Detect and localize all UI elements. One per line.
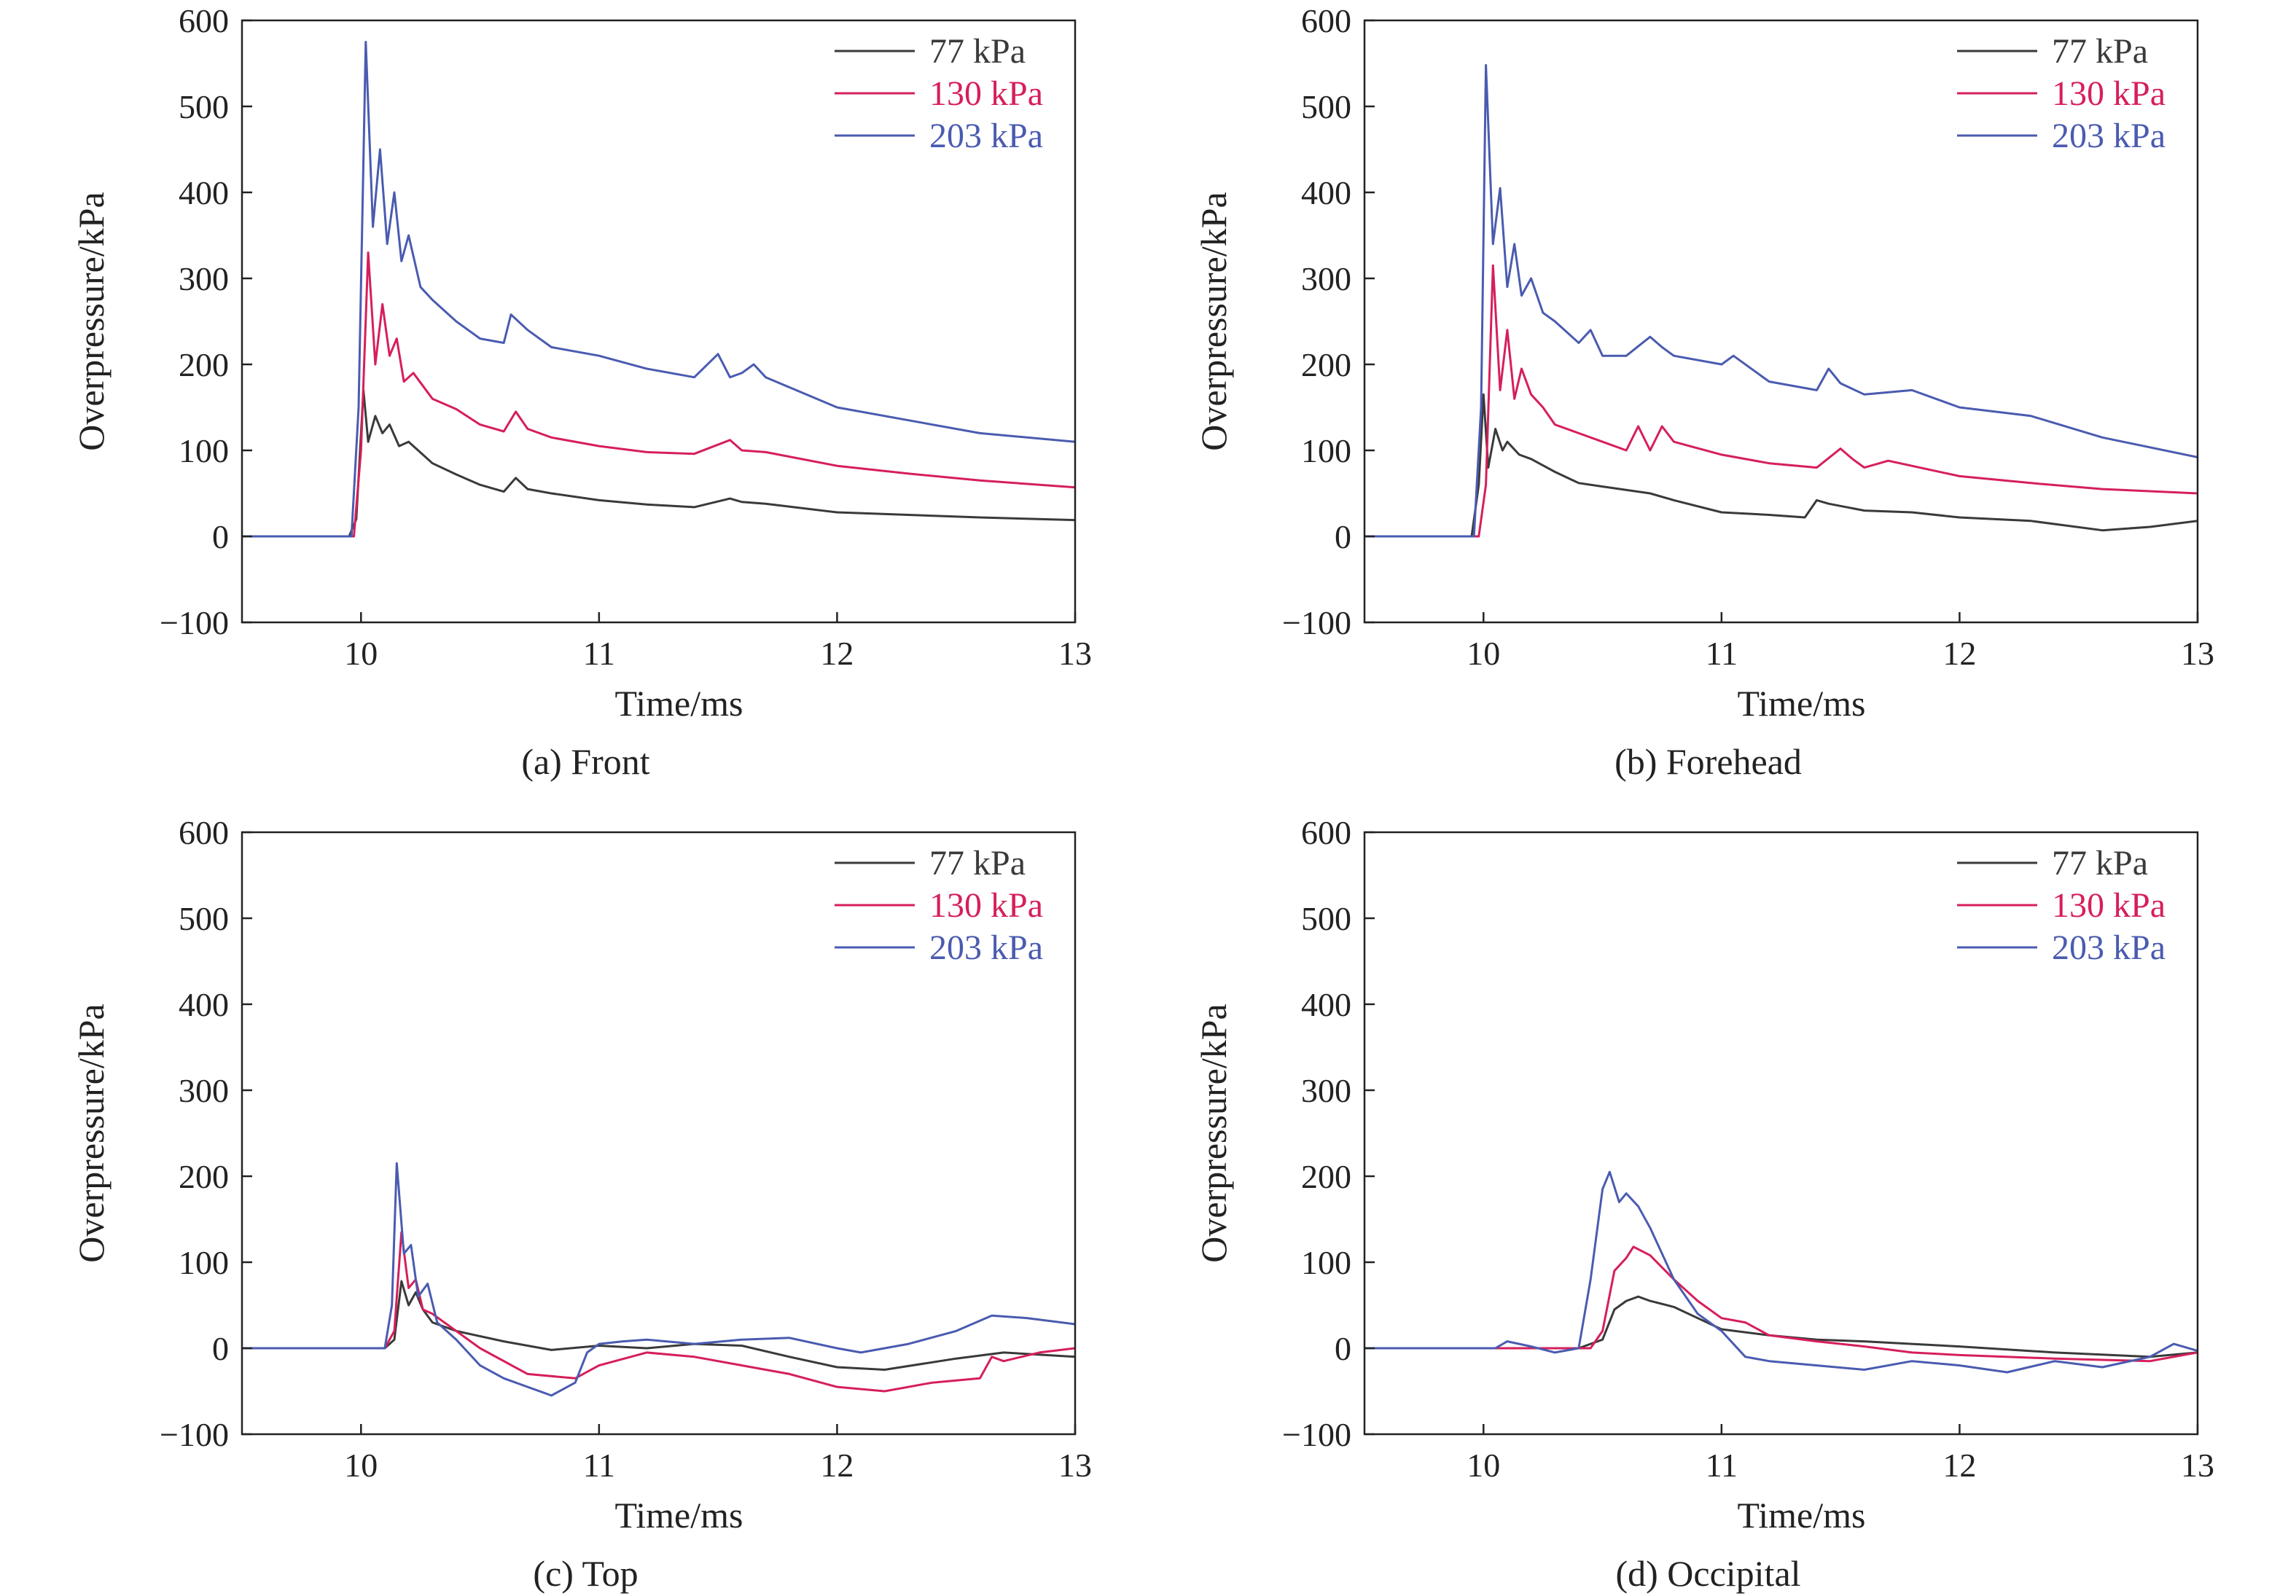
legend-label: 77 kPa (2052, 844, 2148, 883)
y-tick-label: 100 (1301, 432, 1351, 469)
y-tick-label: 500 (1301, 900, 1351, 937)
panel-caption: (a) Front (521, 741, 649, 782)
legend-label: 130 kPa (929, 74, 1043, 113)
y-tick-label: 400 (179, 174, 229, 211)
panel-caption: (d) Occipital (1615, 1553, 1800, 1594)
x-tick-label: 11 (583, 1447, 615, 1484)
y-axis-label: Overpressure/kPa (71, 192, 112, 450)
series-line-130-kpa (1364, 264, 2198, 538)
series-line-77-kpa (242, 388, 1075, 538)
y-tick-label: 0 (212, 518, 229, 555)
legend-label: 203 kPa (929, 928, 1043, 967)
y-tick-label: 300 (179, 1072, 229, 1109)
y-tick-label: 200 (179, 1158, 229, 1195)
y-tick-label: 600 (1301, 814, 1351, 851)
series-line-203-kpa (1364, 1170, 2198, 1374)
series-line-203-kpa (242, 41, 1075, 538)
series-line-130-kpa (1364, 1245, 2198, 1363)
x-tick-label: 12 (820, 1447, 854, 1484)
series-line-77-kpa (1364, 393, 2198, 538)
y-tick-label: 400 (1301, 174, 1351, 211)
legend-label: 203 kPa (929, 117, 1043, 155)
chart-panel-1: 10 11 12 13 −100 0 100 200 300 400 500 600 Time/ms Ov… (71, 2, 1092, 782)
legend-label: 77 kPa (929, 32, 1026, 71)
y-tick-label: 200 (1301, 1158, 1351, 1195)
y-tick-label: 400 (179, 986, 229, 1023)
y-tick-label: 300 (1301, 1072, 1351, 1109)
y-tick-label: 0 (1335, 1330, 1351, 1367)
y-axis-label: Overpressure/kPa (1193, 192, 1234, 450)
plot-frame (241, 831, 1077, 1436)
y-tick-label: 100 (179, 432, 229, 469)
x-tick-label: 13 (1058, 1447, 1092, 1484)
y-tick-label: 600 (179, 2, 229, 39)
chart-panel-2: 10 11 12 13 −100 0 100 200 300 400 500 600 Time/ms Ov… (1193, 2, 2214, 782)
y-tick-label: 100 (1301, 1244, 1351, 1281)
x-tick-label: 10 (1467, 635, 1500, 672)
chart-panel-3: 10 11 12 13 −100 0 100 200 300 400 500 600 Time/ms Ov… (71, 814, 1092, 1594)
x-tick-label: 12 (820, 635, 854, 672)
x-axis-label: Time/ms (1737, 1495, 1865, 1536)
x-tick-label: 13 (2181, 635, 2214, 672)
y-tick-label: 500 (179, 900, 229, 937)
legend-label: 77 kPa (929, 844, 1026, 883)
legend-label: 77 kPa (2052, 32, 2148, 71)
panel-caption: (c) Top (533, 1553, 638, 1594)
y-tick-label: 200 (1301, 346, 1351, 383)
y-tick-label: 0 (212, 1330, 229, 1367)
y-axis-label: Overpressure/kPa (1193, 1004, 1234, 1262)
x-tick-label: 11 (1706, 1447, 1738, 1484)
y-tick-label: 200 (179, 346, 229, 383)
chart-panel-4: 10 11 12 13 −100 0 100 200 300 400 500 600 Time/ms Ov… (1193, 814, 2214, 1594)
y-tick-label: 400 (1301, 986, 1351, 1023)
x-tick-label: 10 (344, 635, 378, 672)
x-tick-label: 13 (1058, 635, 1092, 672)
x-tick-label: 10 (344, 1447, 378, 1484)
legend-label: 203 kPa (2052, 117, 2166, 155)
y-tick-label: 600 (179, 814, 229, 851)
x-tick-label: 13 (2181, 1447, 2214, 1484)
x-axis-label: Time/ms (614, 1495, 743, 1536)
y-tick-label: 100 (179, 1244, 229, 1281)
x-tick-label: 12 (1942, 1447, 1976, 1484)
y-tick-label: 300 (179, 260, 229, 297)
y-tick-label: −100 (160, 604, 229, 641)
x-tick-label: 10 (1467, 1447, 1500, 1484)
y-axis-label: Overpressure/kPa (71, 1004, 112, 1262)
y-tick-label: 500 (1301, 88, 1351, 125)
y-tick-label: −100 (1282, 604, 1351, 641)
y-tick-label: 300 (1301, 260, 1351, 297)
y-tick-label: 0 (1335, 518, 1351, 555)
y-tick-label: 500 (179, 88, 229, 125)
legend-label: 130 kPa (2052, 886, 2166, 925)
y-tick-label: −100 (160, 1416, 229, 1453)
y-tick-label: 600 (1301, 2, 1351, 39)
legend-label: 203 kPa (2052, 928, 2166, 967)
legend-label: 130 kPa (929, 886, 1043, 925)
panel-caption: (b) Forehead (1614, 741, 1802, 782)
series-line-77-kpa (242, 1280, 1075, 1371)
x-axis-label: Time/ms (614, 683, 743, 724)
x-tick-label: 12 (1942, 635, 1976, 672)
series-line-203-kpa (1364, 63, 2198, 538)
legend-label: 130 kPa (2052, 74, 2166, 113)
x-tick-label: 11 (1706, 635, 1738, 672)
series-line-130-kpa (242, 251, 1075, 538)
series-line-203-kpa (242, 1162, 1075, 1397)
x-axis-label: Time/ms (1737, 683, 1865, 724)
series-line-130-kpa (242, 1231, 1075, 1393)
x-tick-label: 11 (583, 635, 615, 672)
plot-frame (1363, 831, 2199, 1436)
plot-frame (1363, 19, 2199, 624)
plot-frame (241, 19, 1077, 624)
y-tick-label: −100 (1282, 1416, 1351, 1453)
